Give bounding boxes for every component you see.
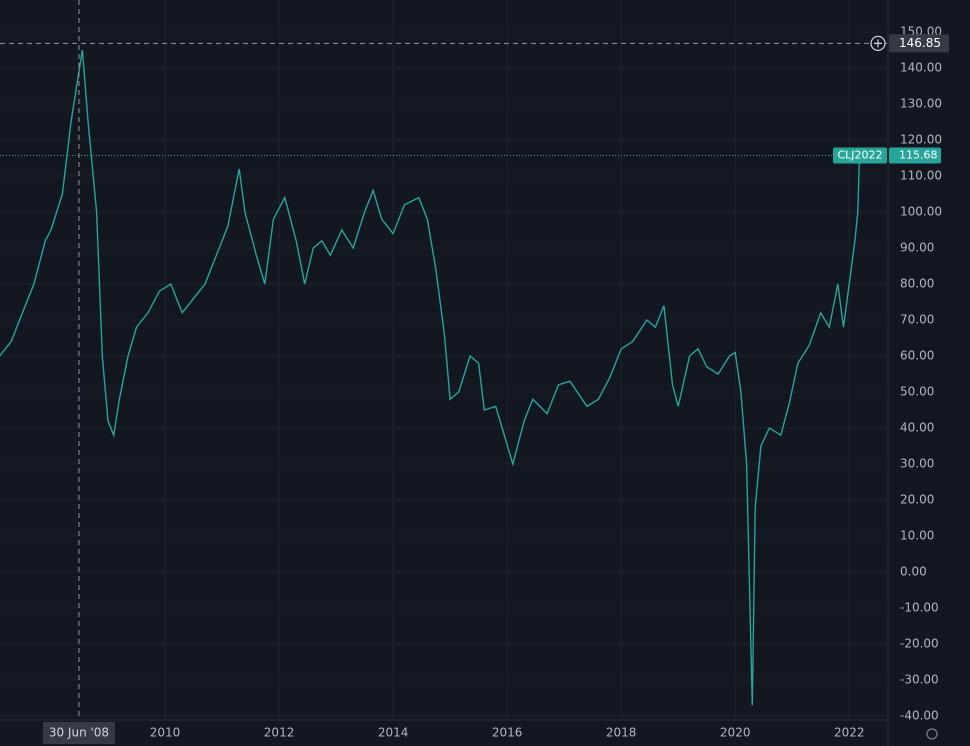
- crosshair-x-box: [42, 722, 115, 744]
- y-tick-label: 90.00: [900, 241, 934, 255]
- x-tick-label: 2020: [720, 726, 751, 740]
- series-name-box: [833, 147, 887, 164]
- add-alert-button[interactable]: [870, 35, 886, 51]
- y-tick-label: 110.00: [900, 169, 942, 183]
- crosshair-y-box: [889, 34, 949, 53]
- settings-icon[interactable]: [926, 728, 938, 740]
- y-tick-label: -30.00: [900, 673, 939, 687]
- y-tick-label: 40.00: [900, 421, 934, 435]
- last-price-label: 115.68: [899, 149, 938, 162]
- y-tick-label: 20.00: [900, 493, 934, 507]
- y-tick-label: 140.00: [900, 61, 942, 75]
- y-tick-label: -20.00: [900, 637, 939, 651]
- x-tick-label: 2022: [834, 726, 865, 740]
- y-tick-label: 80.00: [900, 277, 934, 291]
- y-tick-label: 30.00: [900, 457, 934, 471]
- plot: [0, 49, 861, 706]
- y-tick-label: 0.00: [900, 565, 927, 579]
- y-tick-label: -10.00: [900, 601, 939, 615]
- axes: -40.00 -30.00 -20.00 -10.00 0.00 10.00 20.00 30…: [150, 25, 942, 740]
- y-tick-label: 60.00: [900, 349, 934, 363]
- x-tick-label: 2018: [606, 726, 637, 740]
- y-tick-label: 120.00: [900, 133, 942, 147]
- add-alert-plus: [874, 39, 882, 48]
- x-tick-label: 2014: [378, 726, 409, 740]
- x-tick-label: 2012: [264, 726, 295, 740]
- series-name: CLJ2022: [837, 149, 882, 162]
- last-price-box: [889, 147, 941, 164]
- crosshair-y-label: 146.85: [899, 36, 941, 50]
- y-tick-label: 130.00: [900, 97, 942, 111]
- crosshair-x-label: 30 Jun '08: [49, 726, 109, 740]
- y-tick-label: -40.00: [900, 709, 939, 723]
- x-tick-label: 2016: [492, 726, 523, 740]
- x-tick-label: 2010: [150, 726, 181, 740]
- y-tick-label: 50.00: [900, 385, 934, 399]
- price-line: [0, 49, 861, 706]
- y-tick-label: 10.00: [900, 529, 934, 543]
- grid: [0, 0, 888, 720]
- y-tick-label: 100.00: [900, 205, 942, 219]
- y-tick-label: 70.00: [900, 313, 934, 327]
- overlay: CLJ2022 115.68 30 Jun '08 146.85: [0, 0, 949, 744]
